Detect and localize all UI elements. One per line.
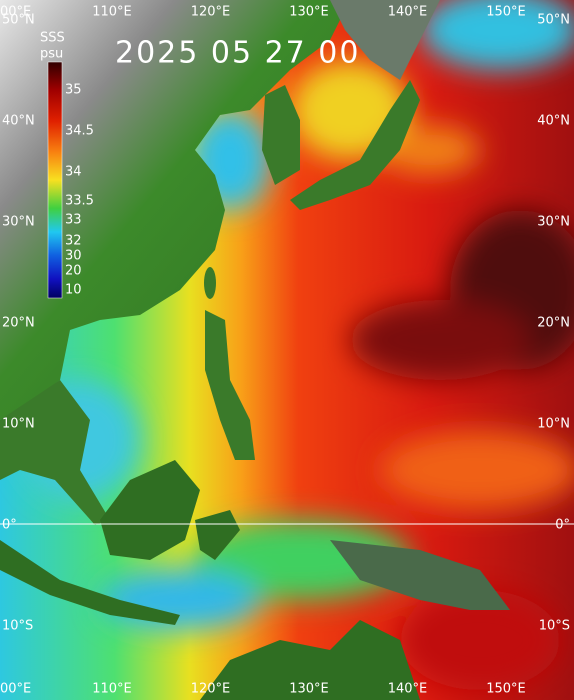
latitude-label: 20°N (537, 316, 570, 331)
longitude-label: 120°E (191, 5, 231, 20)
colorbar-tick-label: 33.5 (65, 194, 94, 209)
longitude-label: 150°E (486, 5, 526, 20)
land (0, 0, 510, 700)
colorbar-tick-label: 32 (65, 234, 82, 249)
latitude-label: 10°S (2, 619, 33, 634)
colorbar-tick-label: 34 (65, 165, 82, 180)
colorbar (47, 61, 63, 299)
colorbar-unit: psu (40, 47, 63, 62)
colorbar-tick-label: 30 (65, 249, 82, 264)
longitude-label: 140°E (388, 682, 428, 697)
colorbar-tick-label: 34.5 (65, 124, 94, 139)
latitude-label: 40°N (2, 114, 35, 129)
latitude-label: 30°N (537, 215, 570, 230)
latitude-label: 10°N (537, 417, 570, 432)
longitude-label: 110°E (92, 682, 132, 697)
latitude-label: 50°N (2, 13, 35, 28)
longitude-label: 120°E (191, 682, 231, 697)
latitude-label: 50°N (537, 13, 570, 28)
latitude-label: 0° (2, 518, 17, 533)
longitude-label: 150°E (486, 682, 526, 697)
latitude-label: 10°S (539, 619, 570, 634)
colorbar-tick-label: 10 (65, 283, 82, 298)
latitude-label: 0° (555, 518, 570, 533)
longitude-label: 110°E (92, 5, 132, 20)
latitude-label: 20°N (2, 316, 35, 331)
latitude-label: 40°N (537, 114, 570, 129)
timestamp: 2025 05 27 00 (115, 36, 360, 71)
colorbar-tick-label: 33 (65, 213, 82, 228)
longitude-label: 130°E (289, 682, 329, 697)
colorbar-title: SSS (40, 31, 65, 46)
graticule-labels: 00°E 00°E 110°E 110°E 120°E 120°E 130°E 130°E 14… (0, 5, 570, 697)
longitude-label: 00°E (0, 5, 31, 20)
latitude-label: 10°N (2, 417, 35, 432)
colorbar-tick-label: 20 (65, 264, 82, 279)
longitude-label: 00°E (0, 682, 31, 697)
longitude-label: 130°E (289, 5, 329, 20)
colorbar-tick-label: 35 (65, 83, 82, 98)
longitude-label: 140°E (388, 5, 428, 20)
latitude-label: 30°N (2, 215, 35, 230)
